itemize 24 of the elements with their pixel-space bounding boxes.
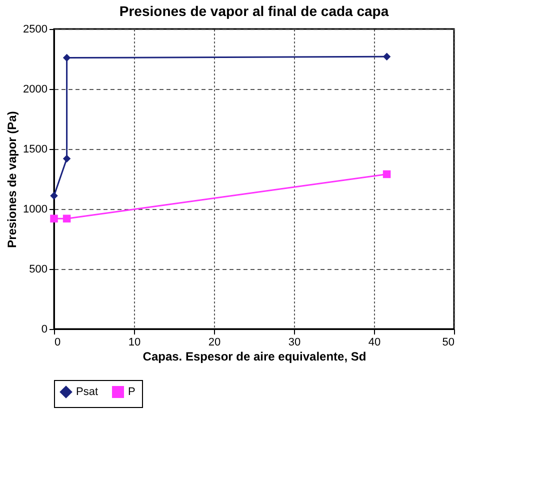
point <box>50 214 58 222</box>
y-axis-title: Presiones de vapor (Pa) <box>5 111 20 248</box>
legend-label: P <box>128 386 136 398</box>
x-tick-label: 10 <box>128 336 141 348</box>
point <box>62 154 71 162</box>
y-tick-label: 500 <box>29 264 48 276</box>
x-tick-label: 40 <box>368 336 381 348</box>
point <box>382 170 391 178</box>
point <box>62 54 71 62</box>
x-tick-label: 20 <box>208 336 221 348</box>
y-tick-label: 0 <box>41 324 48 336</box>
point <box>62 214 71 222</box>
y-tick-label: 2500 <box>23 24 48 36</box>
y-tick-label: 1500 <box>23 144 48 156</box>
point <box>50 192 58 200</box>
x-axis-title: Capas. Espesor de aire equivalente, Sd <box>142 350 366 364</box>
legend-label: Psat <box>76 386 98 398</box>
point <box>382 52 391 60</box>
chart-title: Presiones de vapor al final de cada capa <box>119 3 389 19</box>
y-tick-label: 1000 <box>23 204 48 216</box>
x-tick-label: 30 <box>288 336 301 348</box>
y-tick-label: 2000 <box>23 84 48 96</box>
x-tick-label: 0 <box>54 336 61 348</box>
x-tick-label: 50 <box>442 336 454 348</box>
